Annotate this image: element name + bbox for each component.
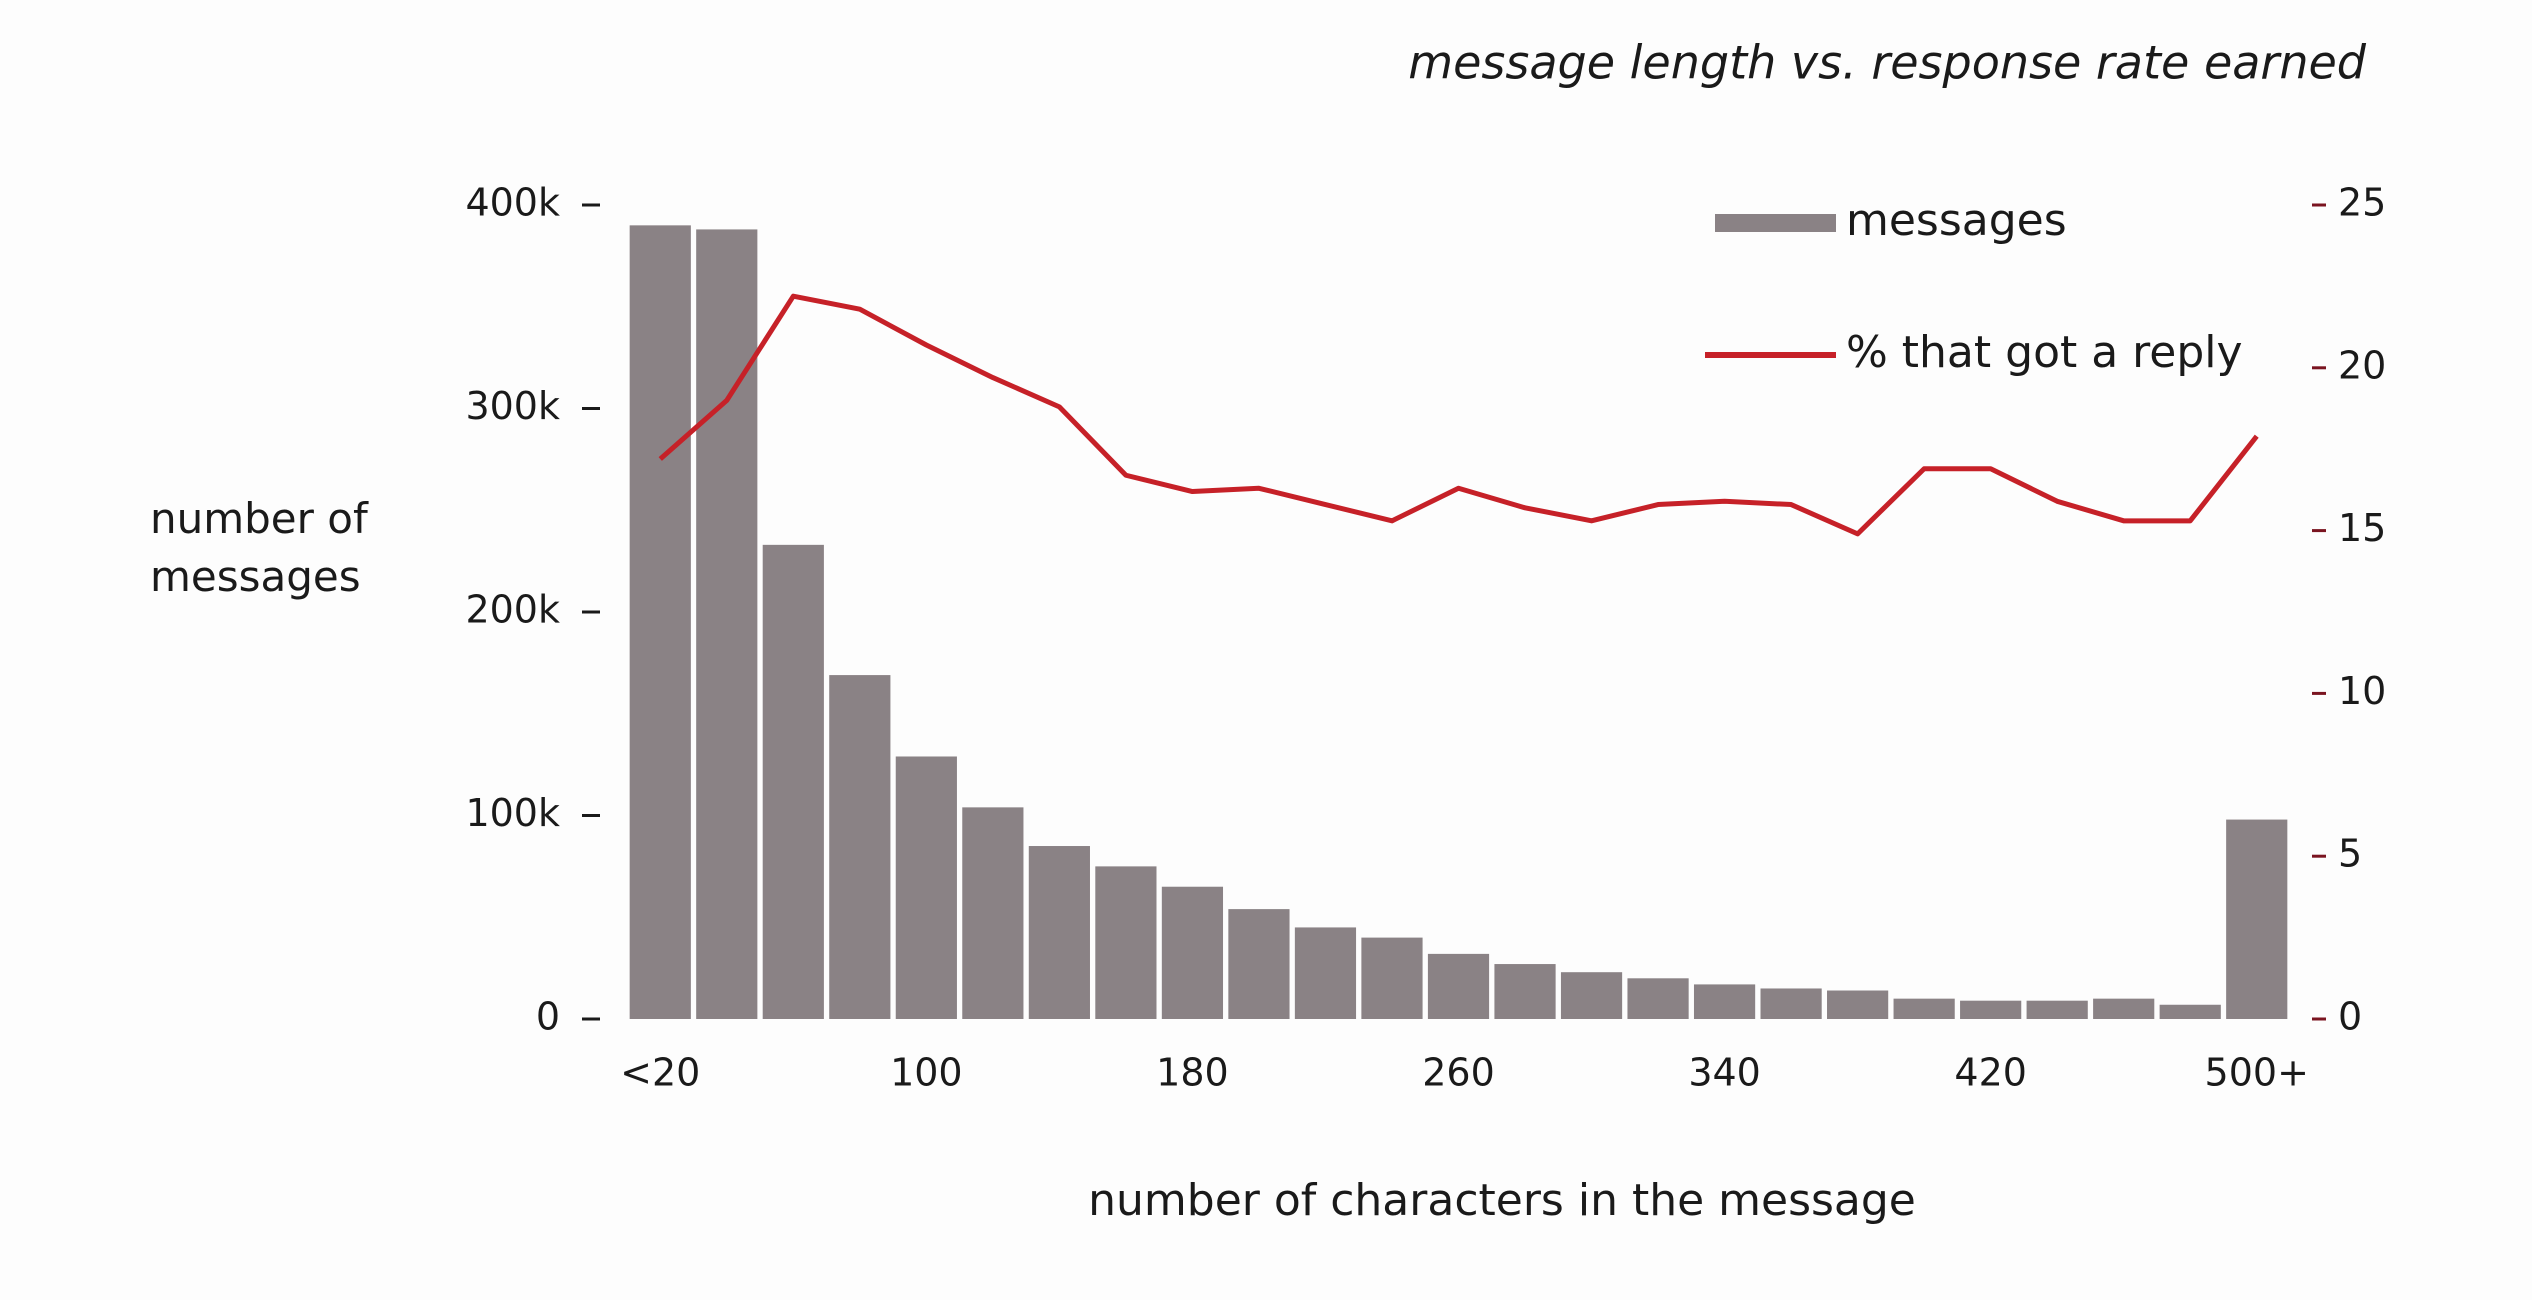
y-tick-label: 0 bbox=[536, 995, 560, 1039]
bar bbox=[1827, 990, 1889, 1019]
legend-label: % that got a reply bbox=[1846, 327, 2243, 378]
y2-tick-label: 5 bbox=[2338, 832, 2362, 876]
bar bbox=[1161, 886, 1224, 1019]
x-tick-label: 260 bbox=[1422, 1051, 1495, 1095]
x-tick-label: 340 bbox=[1688, 1051, 1761, 1095]
y-axis-label: number of messages bbox=[150, 494, 368, 601]
bar bbox=[1494, 964, 1556, 1019]
y2-tick-label: 10 bbox=[2338, 669, 2386, 713]
y-tick-label: 400k bbox=[465, 181, 560, 225]
bar bbox=[1095, 866, 1157, 1019]
y-tick-label: 300k bbox=[465, 384, 560, 428]
bar bbox=[895, 756, 957, 1019]
bar bbox=[2026, 1000, 2088, 1019]
legend-label: messages bbox=[1846, 195, 2067, 246]
bar bbox=[762, 544, 824, 1019]
x-tick-label: 100 bbox=[890, 1051, 963, 1095]
bar bbox=[629, 225, 691, 1020]
y2-tick-label: 25 bbox=[2338, 181, 2386, 225]
bar bbox=[2093, 998, 2155, 1019]
bar bbox=[1028, 846, 1090, 1019]
x-tick-label: 500+ bbox=[2205, 1051, 2309, 1095]
bar bbox=[1427, 953, 1490, 1019]
bar bbox=[1560, 972, 1623, 1019]
y2-tick-label: 20 bbox=[2338, 343, 2386, 387]
bar bbox=[1893, 998, 1955, 1019]
legend-swatch bbox=[1715, 214, 1836, 232]
bar bbox=[1361, 937, 1423, 1019]
bar bbox=[1960, 1000, 2022, 1019]
bar bbox=[1760, 988, 1822, 1019]
bar bbox=[1294, 927, 1357, 1019]
bar bbox=[1228, 909, 1290, 1019]
bar bbox=[2226, 819, 2288, 1019]
x-tick-label: 180 bbox=[1156, 1051, 1229, 1095]
y2-tick-label: 15 bbox=[2338, 506, 2386, 550]
bar bbox=[2159, 1004, 2221, 1019]
bar bbox=[1693, 984, 1756, 1019]
chart-title: message length vs. response rate earned bbox=[1408, 36, 2367, 90]
y2-tick-label: 0 bbox=[2338, 995, 2362, 1039]
bar bbox=[696, 229, 758, 1020]
bar bbox=[1627, 978, 1689, 1019]
x-tick-label: 420 bbox=[1954, 1051, 2027, 1095]
line bbox=[658, 293, 2259, 537]
y-tick-label: 200k bbox=[465, 588, 560, 632]
x-axis-label: number of characters in the message bbox=[1088, 1175, 1916, 1226]
bar bbox=[962, 807, 1024, 1019]
y-tick-label: 100k bbox=[465, 791, 560, 835]
x-tick-label: <20 bbox=[620, 1051, 700, 1095]
bar bbox=[829, 675, 891, 1019]
